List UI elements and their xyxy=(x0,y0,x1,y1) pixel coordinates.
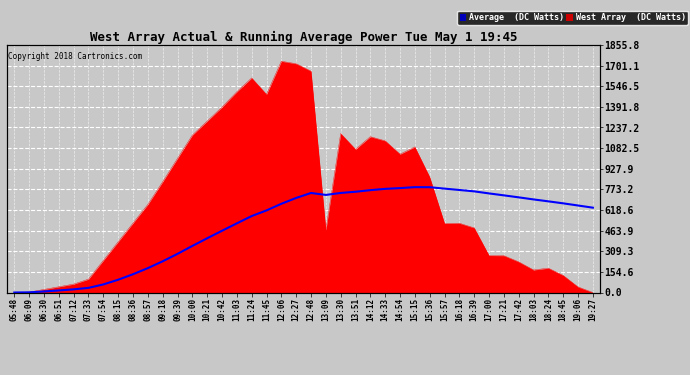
Title: West Array Actual & Running Average Power Tue May 1 19:45: West Array Actual & Running Average Powe… xyxy=(90,31,518,44)
Legend: Average  (DC Watts), West Array  (DC Watts): Average (DC Watts), West Array (DC Watts… xyxy=(457,11,688,25)
Text: Copyright 2018 Cartronics.com: Copyright 2018 Cartronics.com xyxy=(8,53,142,62)
